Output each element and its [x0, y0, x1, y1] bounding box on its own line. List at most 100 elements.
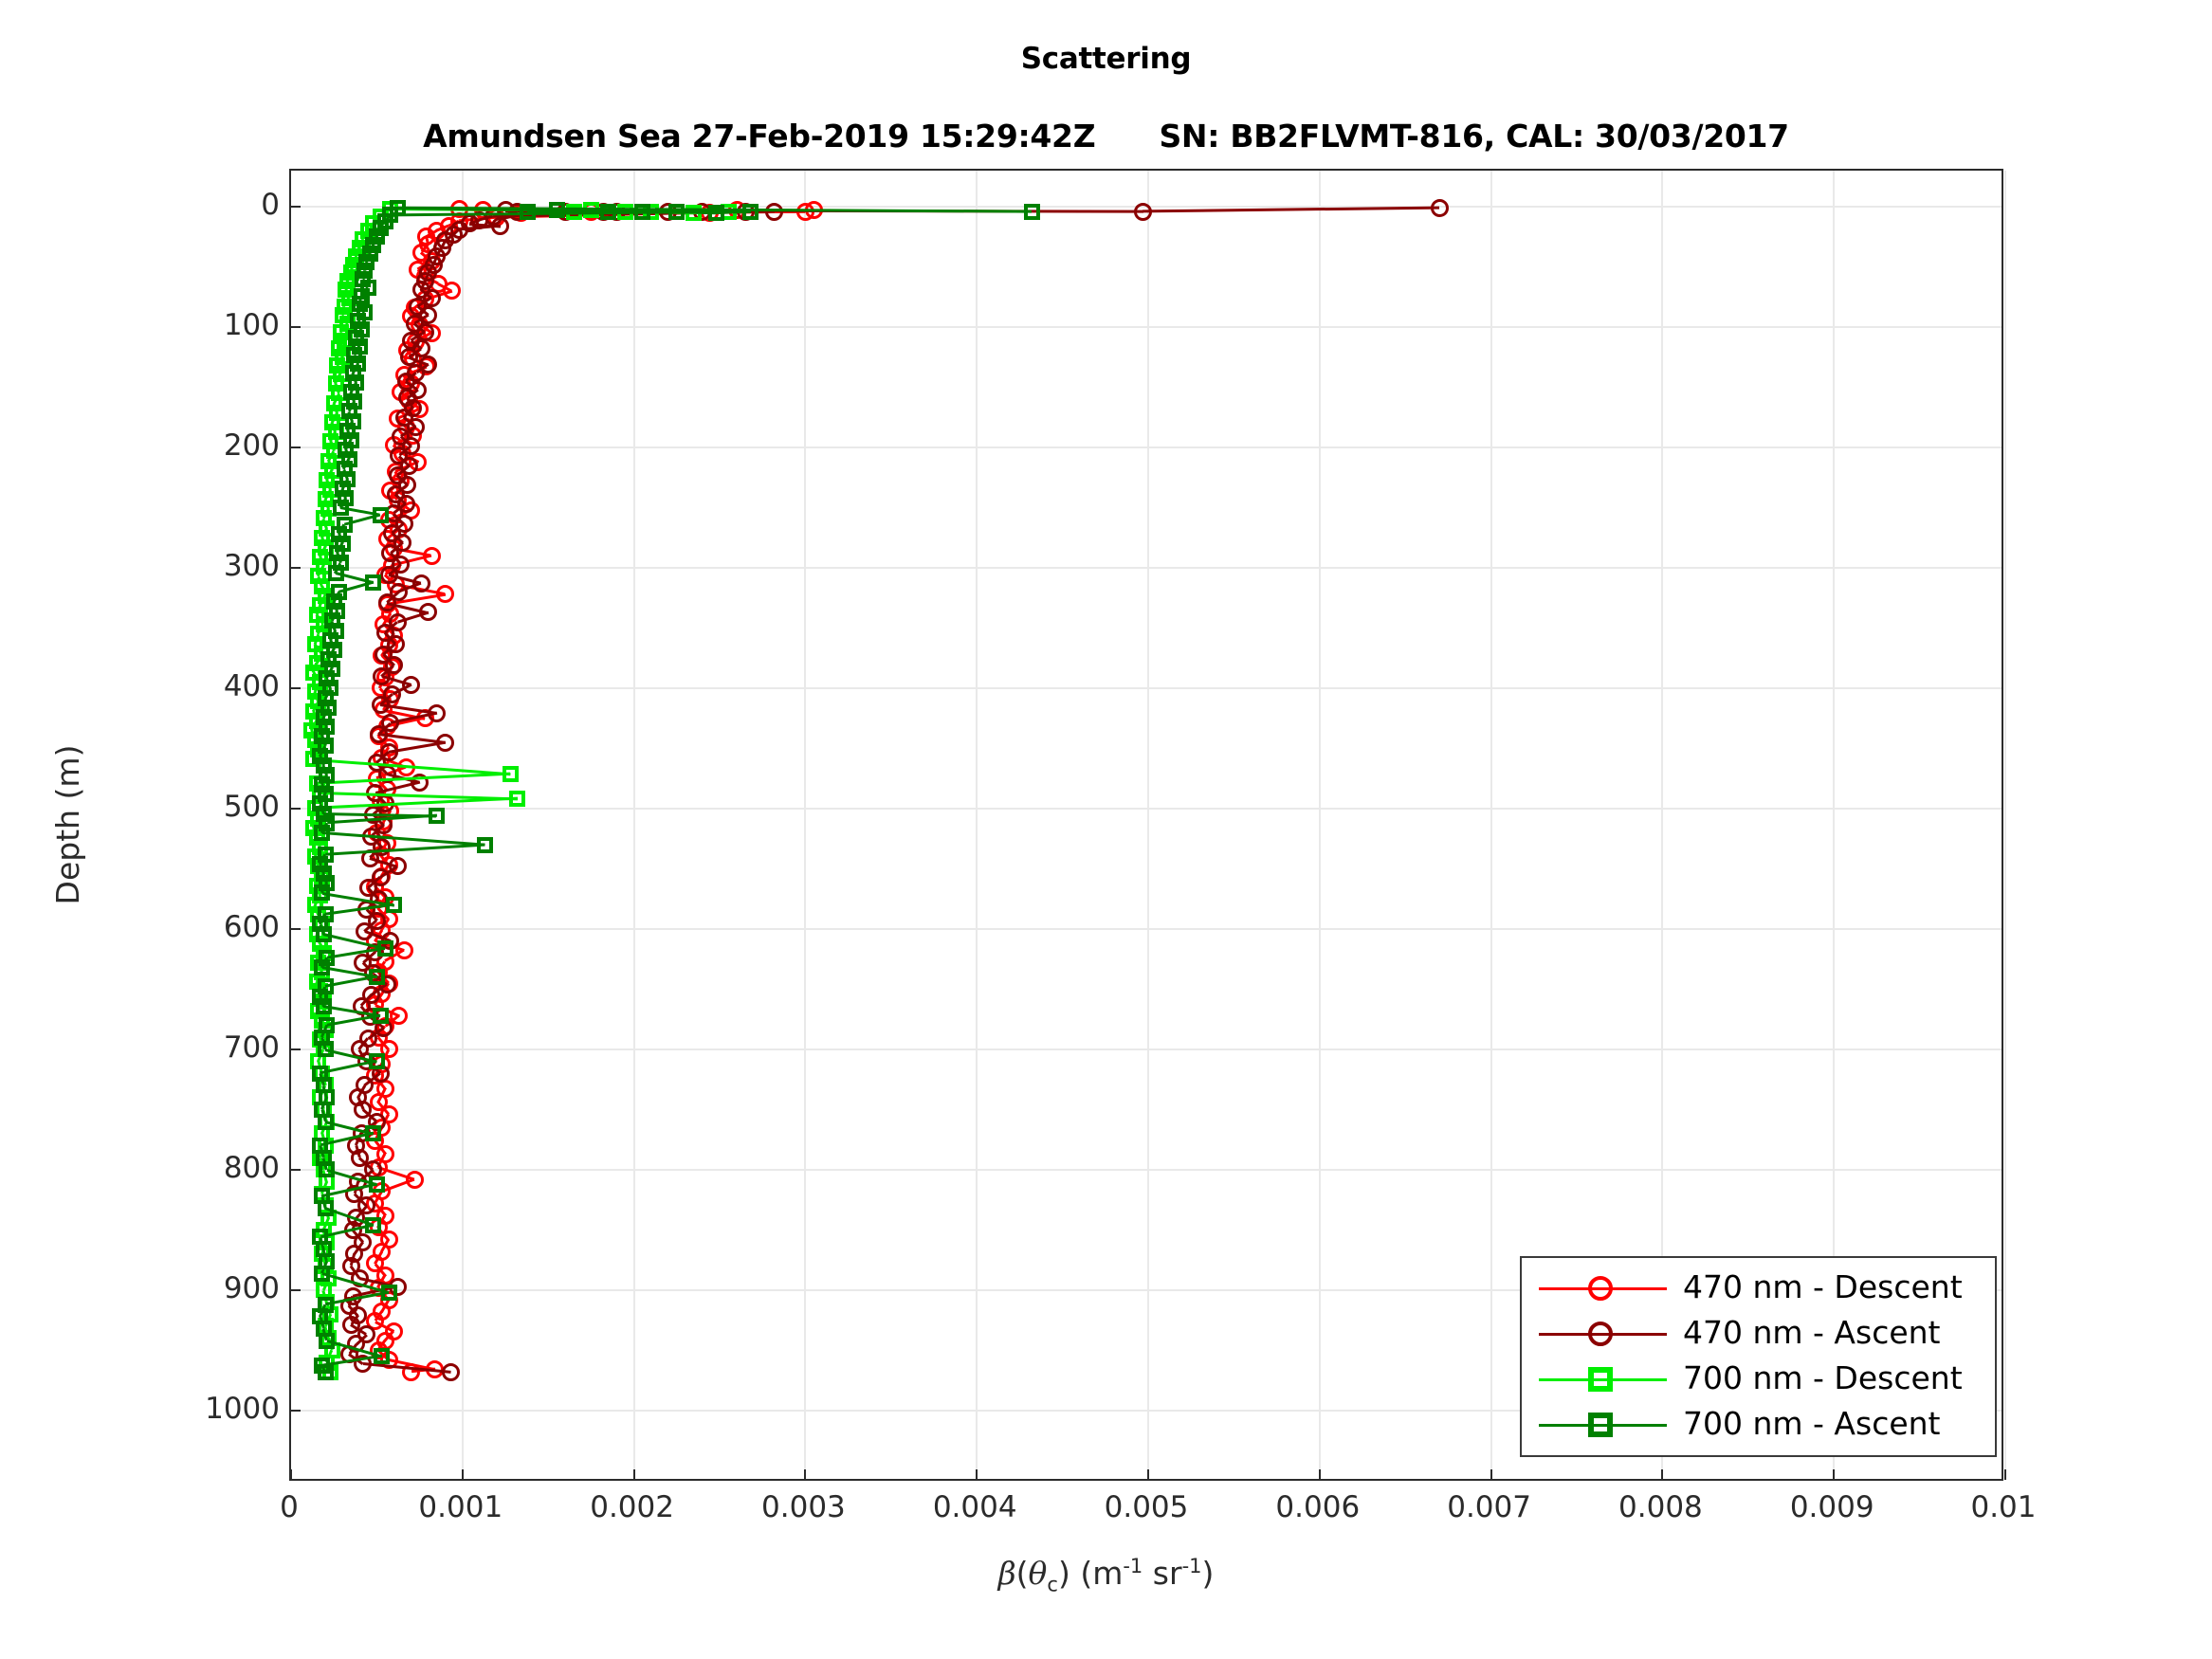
x-axis-tick: [632, 1469, 635, 1480]
data-point-marker: [312, 747, 329, 764]
x-axis-tick: [1661, 1469, 1664, 1480]
data-point-marker: [346, 346, 363, 363]
x-axis-tick-label: 0.006: [1275, 1490, 1361, 1524]
data-point-marker: [390, 447, 409, 465]
data-point-marker: [368, 1053, 385, 1070]
data-point-marker: [375, 624, 394, 643]
data-point-marker: [398, 475, 417, 494]
data-point-marker: [319, 1332, 336, 1349]
data-point-marker: [411, 574, 430, 592]
data-point-marker: [374, 1348, 391, 1365]
y-axis-tick: [290, 447, 301, 449]
y-axis-tick: [290, 1048, 301, 1050]
data-point-marker: [394, 514, 413, 533]
data-point-marker: [338, 442, 355, 459]
y-axis-title: Depth (m): [49, 744, 86, 905]
data-point-marker: [765, 202, 784, 221]
data-point-marker: [491, 216, 510, 235]
legend-circle-icon: [1588, 1322, 1613, 1346]
data-point-marker: [314, 776, 331, 793]
data-point-marker: [315, 997, 332, 1014]
x-axis-tick-label: 0: [280, 1490, 299, 1524]
data-point-marker: [312, 988, 329, 1005]
data-point-marker: [365, 237, 382, 254]
x-axis-tick: [290, 1469, 292, 1480]
legend[interactable]: 470 nm - Descent 470 nm - Ascent 700 nm - …: [1520, 1256, 1997, 1457]
data-point-marker: [508, 202, 527, 221]
data-point-marker: [419, 355, 438, 374]
data-point-marker: [353, 287, 370, 304]
data-point-marker: [384, 656, 403, 675]
data-point-marker: [358, 879, 377, 898]
data-point-marker: [375, 645, 393, 664]
y-axis-tick-label: 400: [223, 668, 280, 703]
data-point-marker: [315, 925, 332, 942]
data-point-marker: [369, 724, 388, 743]
legend-item-4[interactable]: 700 nm - Ascent: [1522, 1402, 1995, 1448]
x-axis-tick-label: 0.002: [590, 1490, 674, 1524]
data-point-marker: [365, 1125, 382, 1142]
x-gridline: [632, 171, 635, 1479]
data-point-marker: [315, 708, 332, 725]
x-axis-tick: [804, 1469, 807, 1480]
data-point-marker: [436, 585, 455, 604]
data-point-marker: [314, 1265, 331, 1282]
data-point-marker: [379, 1040, 398, 1059]
x-axis-title: β(θc) (m-1 sr-1): [997, 1555, 1215, 1596]
x-axis-tick-label: 0.003: [761, 1490, 846, 1524]
data-point-marker: [388, 857, 407, 876]
data-point-marker: [380, 1284, 397, 1301]
x-axis-tick-label: 0.01: [1970, 1490, 2037, 1524]
data-point-marker: [329, 357, 346, 374]
data-point-marker: [371, 867, 390, 886]
y-axis-tick: [290, 1168, 301, 1171]
data-point-marker: [331, 340, 348, 357]
legend-item-label: 700 nm - Ascent: [1683, 1405, 1941, 1442]
data-point-marker: [368, 969, 385, 986]
data-point-marker: [396, 495, 415, 514]
legend-item-3[interactable]: 700 nm - Descent: [1522, 1357, 1995, 1402]
data-point-marker: [383, 523, 402, 542]
data-point-marker: [502, 765, 519, 782]
data-point-marker: [443, 282, 462, 301]
data-point-marker: [381, 544, 400, 563]
x-axis-tick: [461, 1469, 464, 1480]
data-point-marker: [742, 203, 759, 220]
data-point-marker: [315, 805, 332, 822]
x-axis-tick: [1833, 1469, 1836, 1480]
data-point-marker: [367, 911, 386, 930]
legend-item-2[interactable]: 470 nm - Ascent: [1522, 1311, 1995, 1357]
data-point-marker: [362, 986, 381, 1005]
data-point-marker: [383, 684, 402, 703]
data-point-marker: [314, 959, 331, 976]
data-point-marker: [327, 564, 344, 581]
y-axis-tick-label: 600: [223, 909, 280, 944]
data-point-marker: [385, 897, 402, 914]
data-point-marker: [548, 202, 565, 219]
x-axis-tick: [1147, 1469, 1149, 1480]
data-point-marker: [342, 384, 359, 401]
data-point-marker: [402, 437, 421, 456]
data-point-marker: [336, 298, 353, 315]
data-point-marker: [400, 348, 419, 367]
data-point-marker: [509, 791, 526, 808]
data-point-marker: [357, 1325, 376, 1344]
data-point-marker: [1023, 203, 1040, 220]
data-point-marker: [317, 1041, 334, 1058]
data-point-marker: [668, 203, 686, 220]
y-axis-tick-label: 700: [223, 1030, 280, 1065]
y-axis-tick-label: 800: [223, 1150, 280, 1185]
data-point-marker: [336, 461, 353, 478]
plot-area[interactable]: [289, 169, 2006, 1481]
data-point-marker: [327, 375, 344, 392]
data-point-marker: [381, 714, 400, 733]
legend-item-1[interactable]: 470 nm - Descent: [1522, 1266, 1995, 1311]
data-point-marker: [332, 323, 349, 340]
data-point-marker: [365, 574, 382, 591]
data-point-marker: [419, 305, 438, 324]
y-axis-tick: [290, 567, 301, 569]
series-line-segment: [321, 1271, 390, 1294]
data-point-marker: [339, 422, 356, 439]
y-gridline: [291, 686, 2002, 689]
data-point-marker: [339, 273, 356, 290]
